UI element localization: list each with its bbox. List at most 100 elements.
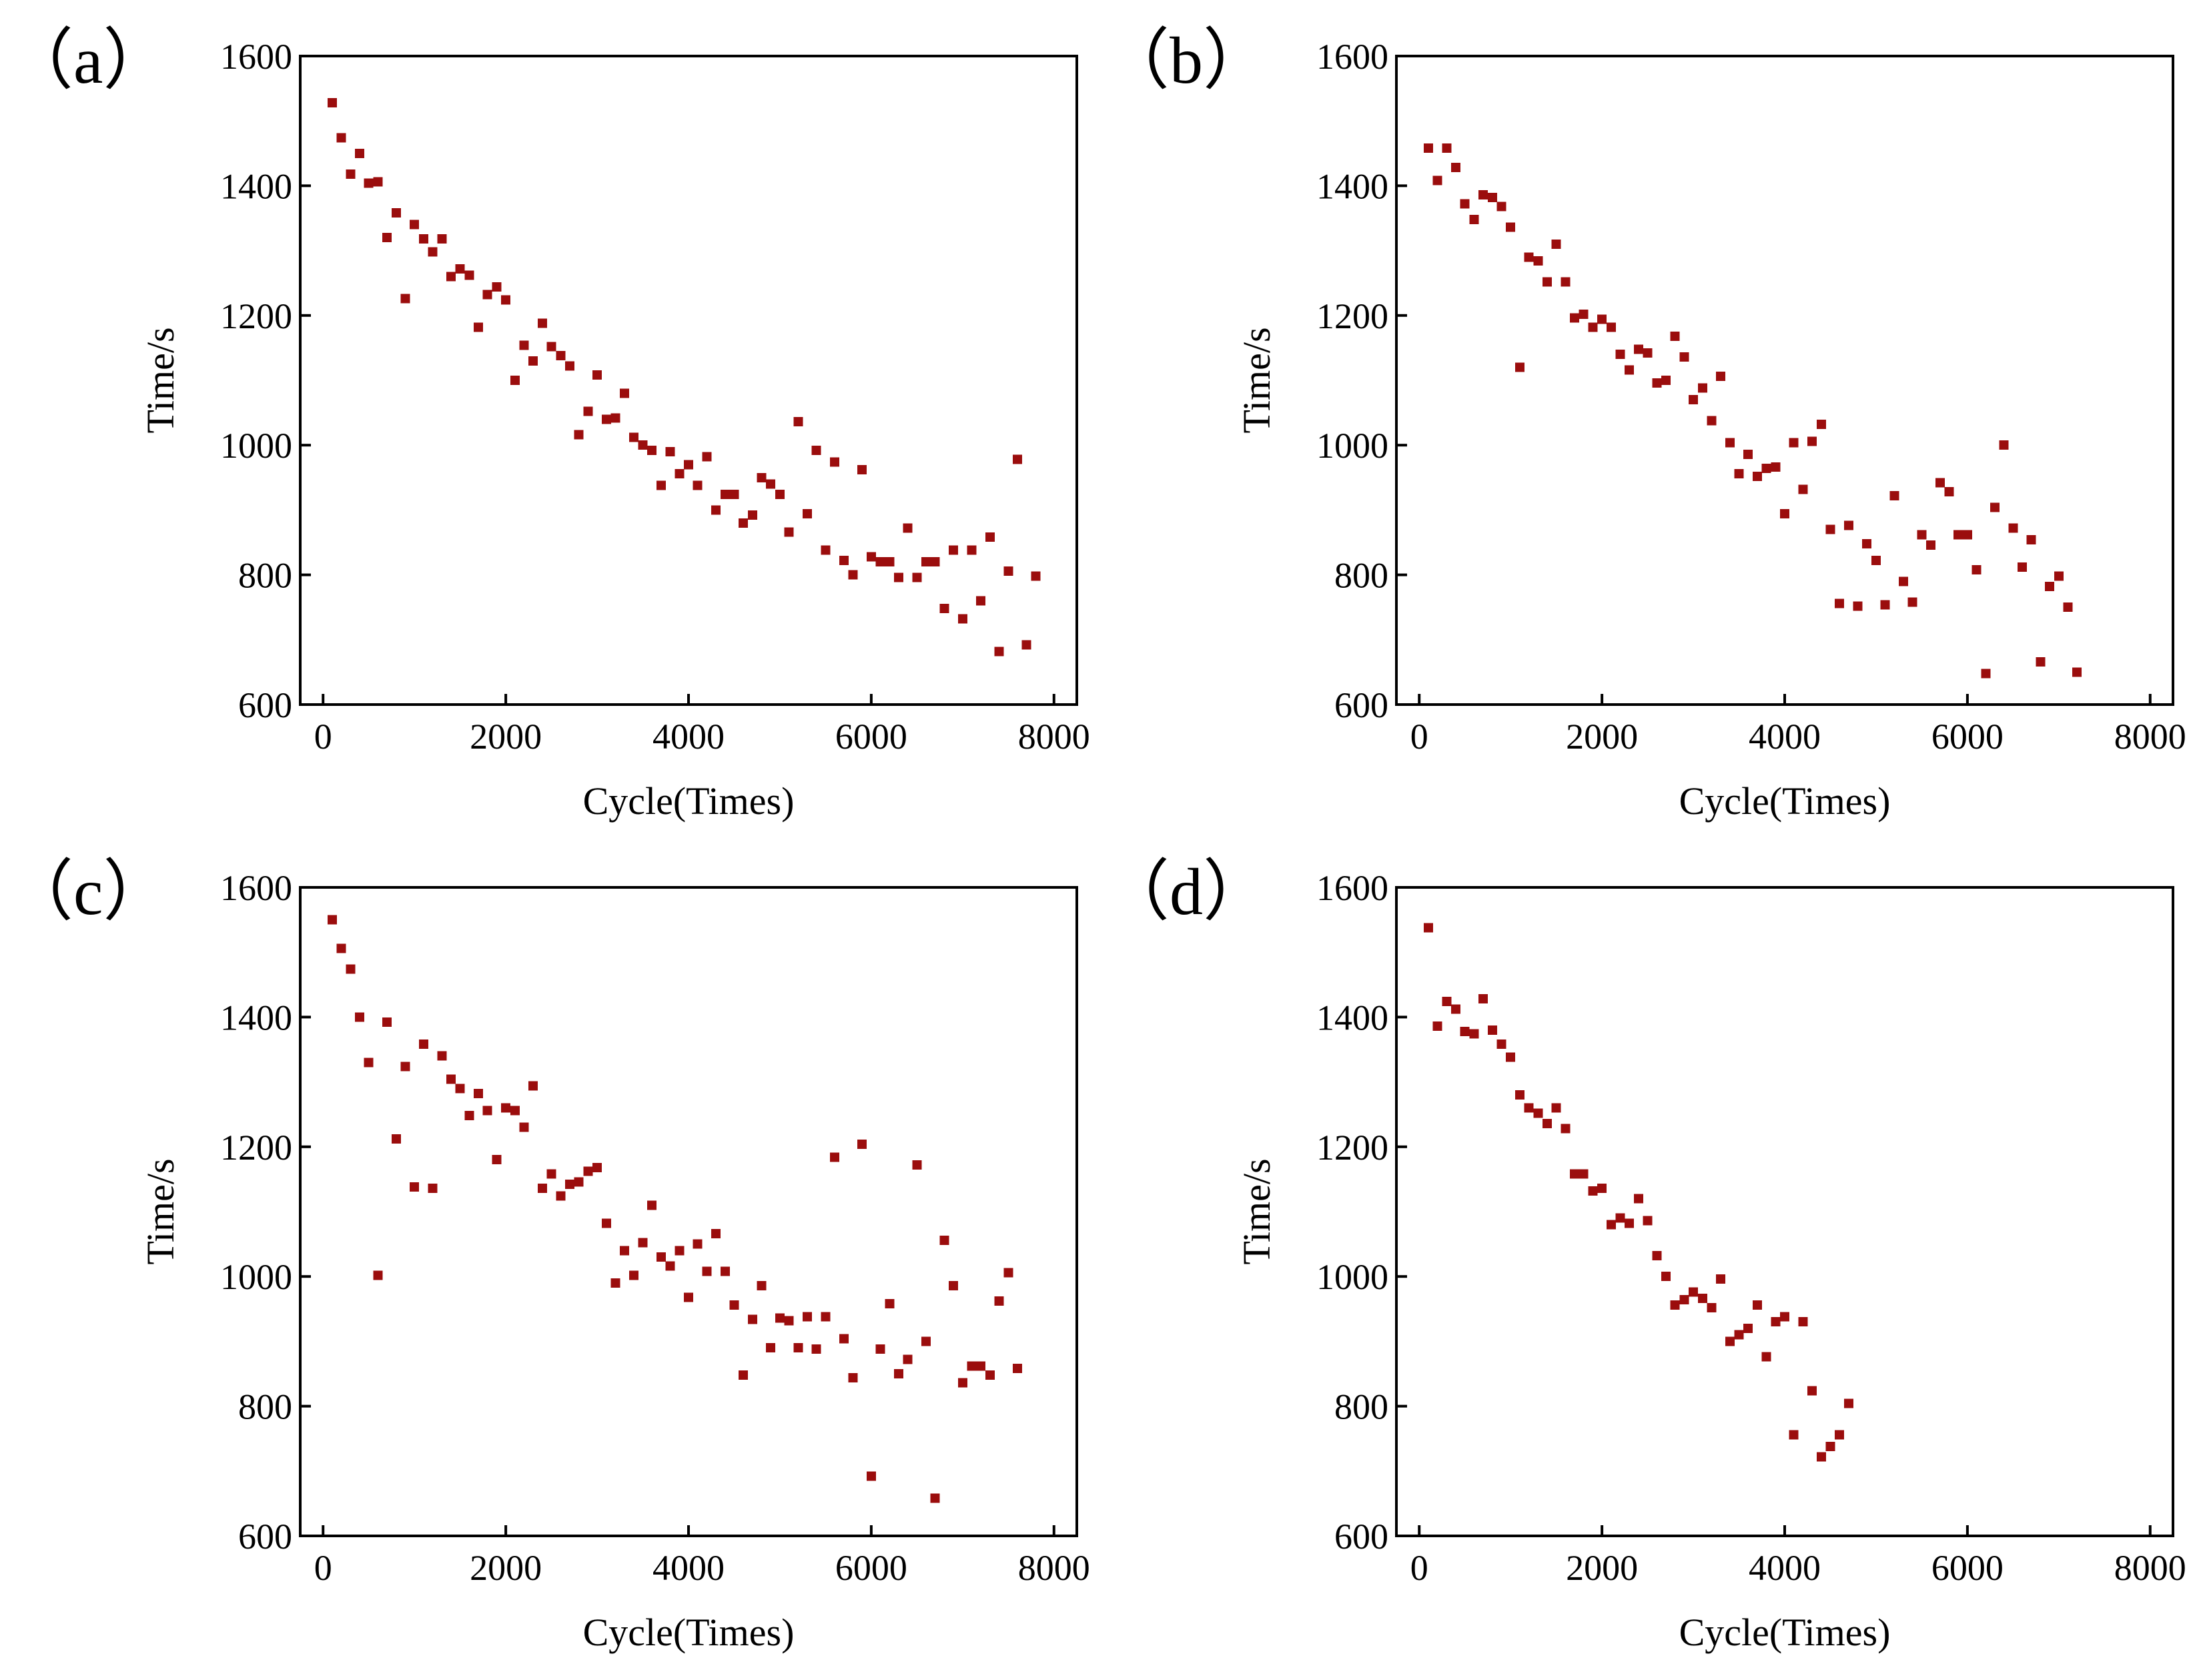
data-point xyxy=(647,1200,657,1210)
data-point xyxy=(967,1361,977,1371)
data-point xyxy=(1689,395,1699,405)
data-point xyxy=(1021,640,1031,650)
data-point xyxy=(766,1343,776,1353)
data-point xyxy=(1953,530,1963,540)
data-point xyxy=(2054,571,2064,581)
data-point xyxy=(766,479,776,489)
data-point xyxy=(1752,1300,1762,1310)
data-point xyxy=(1907,597,1917,607)
data-point xyxy=(985,532,995,542)
data-point xyxy=(346,964,356,974)
y-tick-label: 800 xyxy=(1334,1387,1388,1427)
data-point xyxy=(1679,352,1689,362)
data-point xyxy=(1771,1317,1781,1327)
x-axis-title: Cycle(Times) xyxy=(1679,1611,1891,1654)
y-tick-label: 1600 xyxy=(220,37,292,77)
data-point xyxy=(1551,1103,1561,1113)
data-point xyxy=(702,452,712,462)
data-point xyxy=(1469,214,1479,224)
data-point xyxy=(1981,669,1991,679)
data-point xyxy=(1835,598,1845,608)
data-point xyxy=(610,413,620,423)
y-tick-label: 1400 xyxy=(1316,997,1388,1037)
data-point xyxy=(1789,1430,1799,1440)
data-point xyxy=(1588,1186,1598,1196)
y-tick-label: 1600 xyxy=(1316,37,1388,77)
x-tick-label: 2000 xyxy=(1566,717,1638,757)
data-point xyxy=(492,282,502,292)
x-tick-label: 2000 xyxy=(470,1548,542,1588)
x-tick-label: 6000 xyxy=(835,1548,907,1588)
data-point xyxy=(400,294,410,304)
panel-label: （d） xyxy=(1103,855,1270,929)
data-point xyxy=(647,445,657,455)
data-point xyxy=(455,1084,465,1094)
data-point xyxy=(866,1471,876,1481)
data-point xyxy=(702,1266,712,1276)
panel-b: 0 2000 4000 6000 8000 600 800 1000 1200 1400 1600 C… xyxy=(1103,23,2186,823)
data-point xyxy=(1935,478,1945,488)
data-point xyxy=(821,1312,831,1322)
data-point xyxy=(1432,175,1442,185)
data-point xyxy=(528,1081,538,1091)
data-point xyxy=(620,388,630,398)
data-point xyxy=(1725,438,1735,448)
data-point xyxy=(739,1370,749,1380)
y-axis-title: Time/s xyxy=(139,327,182,433)
data-point xyxy=(1743,449,1753,459)
x-tick-label: 6000 xyxy=(1931,1548,2004,1588)
data-point xyxy=(1597,1184,1607,1194)
data-point xyxy=(638,1238,648,1248)
data-point xyxy=(482,1106,492,1116)
data-point xyxy=(939,1235,949,1245)
data-point xyxy=(775,1313,785,1323)
data-point xyxy=(410,220,420,230)
data-point xyxy=(455,264,465,274)
data-point xyxy=(885,1299,895,1309)
data-point xyxy=(1442,997,1452,1007)
y-tick-label: 1200 xyxy=(1316,296,1388,336)
data-point xyxy=(2008,523,2018,533)
data-point xyxy=(1816,1452,1826,1462)
data-point xyxy=(1999,440,2009,450)
data-point xyxy=(1889,491,1899,501)
x-tick-label: 4000 xyxy=(1749,717,1821,757)
plot-frame xyxy=(1395,886,2174,1537)
data-point xyxy=(482,290,492,300)
data-point xyxy=(921,1336,931,1346)
data-point xyxy=(1807,1386,1817,1396)
data-point xyxy=(821,545,831,555)
data-point xyxy=(418,234,428,244)
data-point xyxy=(1487,192,1497,202)
data-point xyxy=(976,596,986,606)
x-tick-label: 4000 xyxy=(1749,1548,1821,1588)
data-point xyxy=(1661,376,1671,385)
data-point xyxy=(601,1218,611,1228)
plot-frame xyxy=(299,55,1078,706)
data-point xyxy=(1615,1213,1625,1223)
data-point xyxy=(1533,256,1543,266)
data-point xyxy=(556,351,566,361)
data-point xyxy=(985,1370,995,1380)
data-point xyxy=(364,1058,374,1068)
data-point xyxy=(1506,1052,1516,1062)
plot-frame xyxy=(1395,55,2174,706)
data-point xyxy=(857,465,867,475)
data-point xyxy=(410,1182,420,1192)
data-point xyxy=(949,1280,959,1290)
data-point xyxy=(1570,1169,1580,1179)
y-tick-label: 600 xyxy=(238,1517,292,1557)
x-tick-label: 0 xyxy=(1410,1548,1428,1588)
panel-label: （c） xyxy=(7,855,169,929)
data-point xyxy=(1496,201,1506,212)
data-point xyxy=(811,445,821,455)
data-point xyxy=(903,523,913,533)
data-point xyxy=(418,1039,428,1049)
data-point xyxy=(583,1166,593,1176)
x-axis-title: Cycle(Times) xyxy=(583,1611,795,1654)
data-point xyxy=(893,572,903,582)
data-point xyxy=(811,1344,821,1354)
data-point xyxy=(373,1270,383,1280)
x-tick-label: 6000 xyxy=(1931,717,2004,757)
data-point xyxy=(994,1296,1004,1306)
